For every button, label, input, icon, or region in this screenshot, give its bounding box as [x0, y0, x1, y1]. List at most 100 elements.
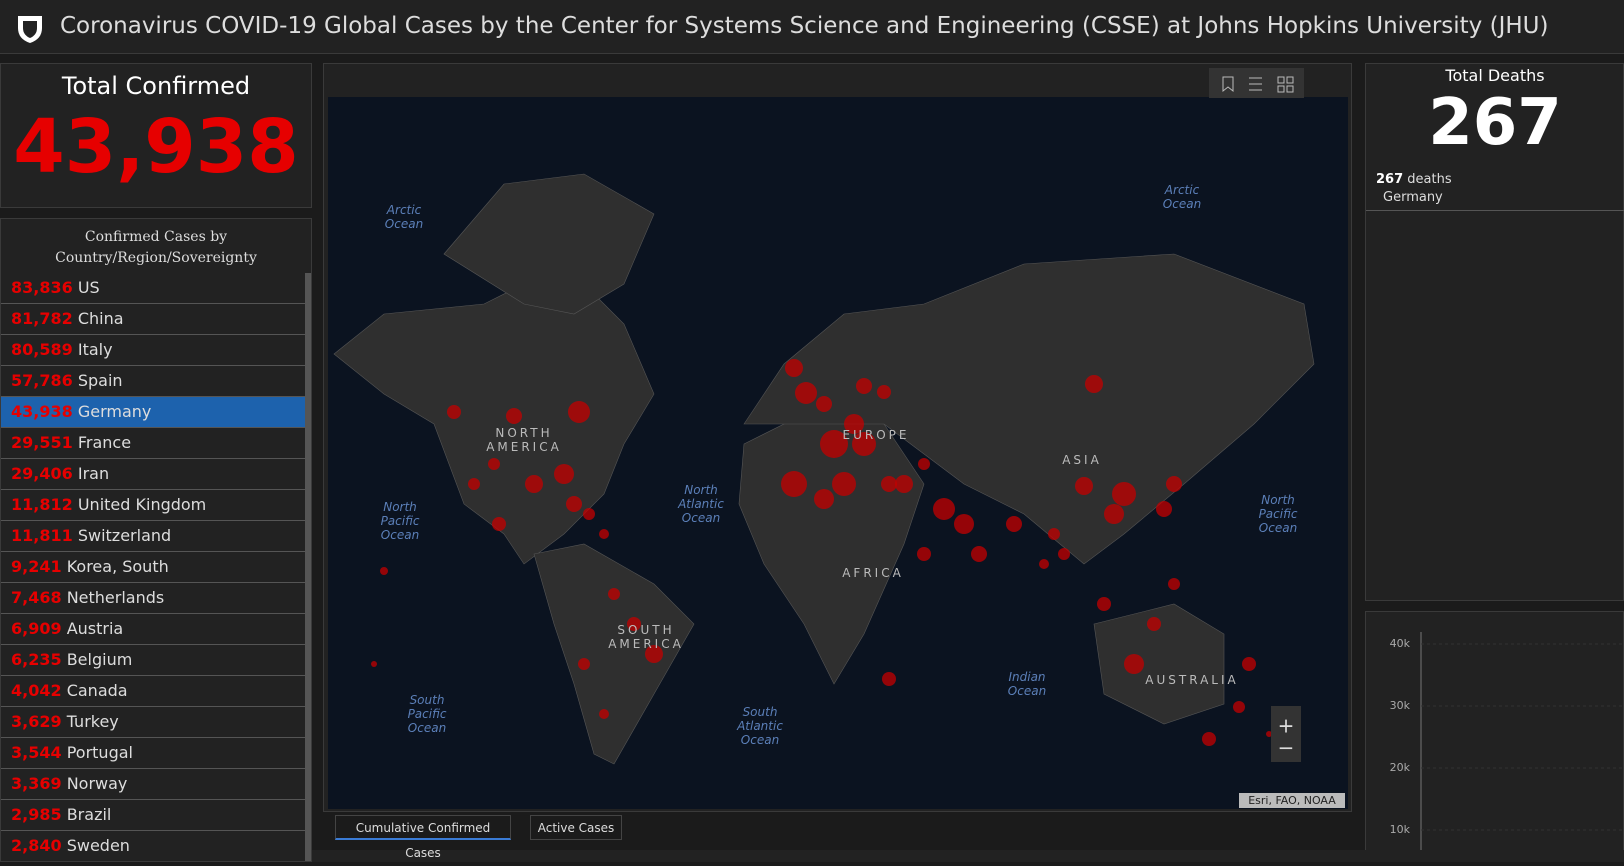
case-marker[interactable] [578, 658, 590, 670]
country-row[interactable]: 2,985 Brazil [1, 800, 305, 831]
case-marker[interactable] [1168, 578, 1180, 590]
case-marker[interactable] [599, 709, 609, 719]
case-marker[interactable] [814, 489, 834, 509]
case-marker[interactable] [380, 567, 388, 575]
case-marker[interactable] [1124, 654, 1144, 674]
map-tab[interactable]: Active Cases [530, 815, 622, 840]
basemap-button[interactable] [1277, 76, 1294, 93]
country-row[interactable]: 3,369 Norway [1, 769, 305, 800]
case-marker[interactable] [583, 508, 595, 520]
country-count: 3,629 [11, 712, 62, 731]
case-marker[interactable] [877, 385, 891, 399]
case-marker[interactable] [781, 471, 807, 497]
case-marker[interactable] [895, 475, 913, 493]
case-marker[interactable] [447, 405, 461, 419]
zoom-in[interactable]: + [1278, 714, 1295, 738]
country-count: 57,786 [11, 371, 73, 390]
attribution-bg [1239, 793, 1345, 808]
case-marker[interactable] [1112, 482, 1136, 506]
toolbar-icons [1222, 76, 1294, 93]
case-marker[interactable] [1166, 476, 1182, 492]
legend-button[interactable] [1249, 77, 1262, 91]
country-row[interactable]: 9,241 Korea, South [1, 552, 305, 583]
map-label: Ocean [682, 511, 720, 525]
case-marker[interactable] [954, 514, 974, 534]
case-marker[interactable] [1039, 559, 1049, 569]
country-row[interactable]: 43,938 Germany [1, 397, 305, 428]
map-label: South [410, 693, 445, 707]
case-marker[interactable] [1097, 597, 1111, 611]
case-marker[interactable] [371, 661, 377, 667]
case-marker[interactable] [554, 464, 574, 484]
map-tab[interactable]: Cumulative Confirmed Cases [335, 815, 511, 860]
country-row[interactable]: 29,406 Iran [1, 459, 305, 490]
zoom-out[interactable]: − [1278, 736, 1295, 760]
case-marker[interactable] [488, 458, 500, 470]
map-label: North [383, 500, 417, 514]
case-marker[interactable] [785, 359, 803, 377]
case-marker[interactable] [627, 617, 641, 631]
deaths-unit: deaths [1407, 172, 1452, 187]
country-row[interactable]: 6,909 Austria [1, 614, 305, 645]
case-marker[interactable] [844, 414, 864, 434]
case-marker[interactable] [1266, 731, 1272, 737]
map-label: Atlantic [677, 497, 724, 511]
case-marker[interactable] [820, 430, 848, 458]
country-row[interactable]: 11,812 United Kingdom [1, 490, 305, 521]
country-count: 6,909 [11, 619, 62, 638]
total-deaths-value: 267 [1428, 86, 1562, 160]
case-marker[interactable] [795, 382, 817, 404]
case-marker[interactable] [525, 475, 543, 493]
case-marker[interactable] [1085, 375, 1103, 393]
case-marker[interactable] [568, 401, 590, 423]
case-marker[interactable] [832, 472, 856, 496]
country-name: Turkey [66, 712, 119, 731]
case-marker[interactable] [608, 588, 620, 600]
country-name: Korea, South [66, 557, 169, 576]
case-marker[interactable] [1104, 504, 1124, 524]
case-marker[interactable] [468, 478, 480, 490]
case-marker[interactable] [645, 645, 663, 663]
case-marker[interactable] [918, 458, 930, 470]
country-row[interactable]: 83,836 US [1, 273, 305, 304]
case-marker[interactable] [1202, 732, 1216, 746]
case-marker[interactable] [882, 672, 896, 686]
country-name: Spain [77, 371, 123, 390]
case-marker[interactable] [852, 432, 876, 456]
case-marker[interactable] [492, 517, 506, 531]
country-row[interactable]: 80,589 Italy [1, 335, 305, 366]
case-marker[interactable] [816, 396, 832, 412]
country-row[interactable]: 3,629 Turkey [1, 707, 305, 738]
case-marker[interactable] [917, 547, 931, 561]
case-marker[interactable] [1048, 528, 1060, 540]
case-marker[interactable] [881, 476, 897, 492]
bookmark-button[interactable] [1222, 76, 1234, 93]
country-row[interactable]: 29,551 France [1, 428, 305, 459]
country-row[interactable]: 7,468 Netherlands [1, 583, 305, 614]
country-row[interactable]: 11,811 Switzerland [1, 521, 305, 552]
case-marker[interactable] [506, 408, 522, 424]
country-count: 11,812 [11, 495, 73, 514]
country-row[interactable]: 3,544 Portugal [1, 738, 305, 769]
case-marker[interactable] [856, 378, 872, 394]
country-row[interactable]: 4,042 Canada [1, 676, 305, 707]
country-row[interactable]: 2,840 Sweden [1, 831, 305, 861]
country-name: Germany [77, 402, 152, 421]
case-marker[interactable] [1075, 477, 1093, 495]
country-row[interactable]: 81,782 China [1, 304, 305, 335]
case-marker[interactable] [1147, 617, 1161, 631]
country-row[interactable]: 6,235 Belgium [1, 645, 305, 676]
case-marker[interactable] [1156, 501, 1172, 517]
case-marker[interactable] [599, 529, 609, 539]
case-marker[interactable] [566, 496, 582, 512]
map-label: Arctic [1164, 183, 1200, 197]
case-marker[interactable] [1006, 516, 1022, 532]
map-label: Indian [1008, 670, 1045, 684]
case-marker[interactable] [1233, 701, 1245, 713]
case-marker[interactable] [933, 498, 955, 520]
case-marker[interactable] [1242, 657, 1256, 671]
case-marker[interactable] [971, 546, 987, 562]
country-row[interactable]: 57,786 Spain [1, 366, 305, 397]
case-marker[interactable] [1058, 548, 1070, 560]
map-label: Pacific [408, 707, 447, 721]
